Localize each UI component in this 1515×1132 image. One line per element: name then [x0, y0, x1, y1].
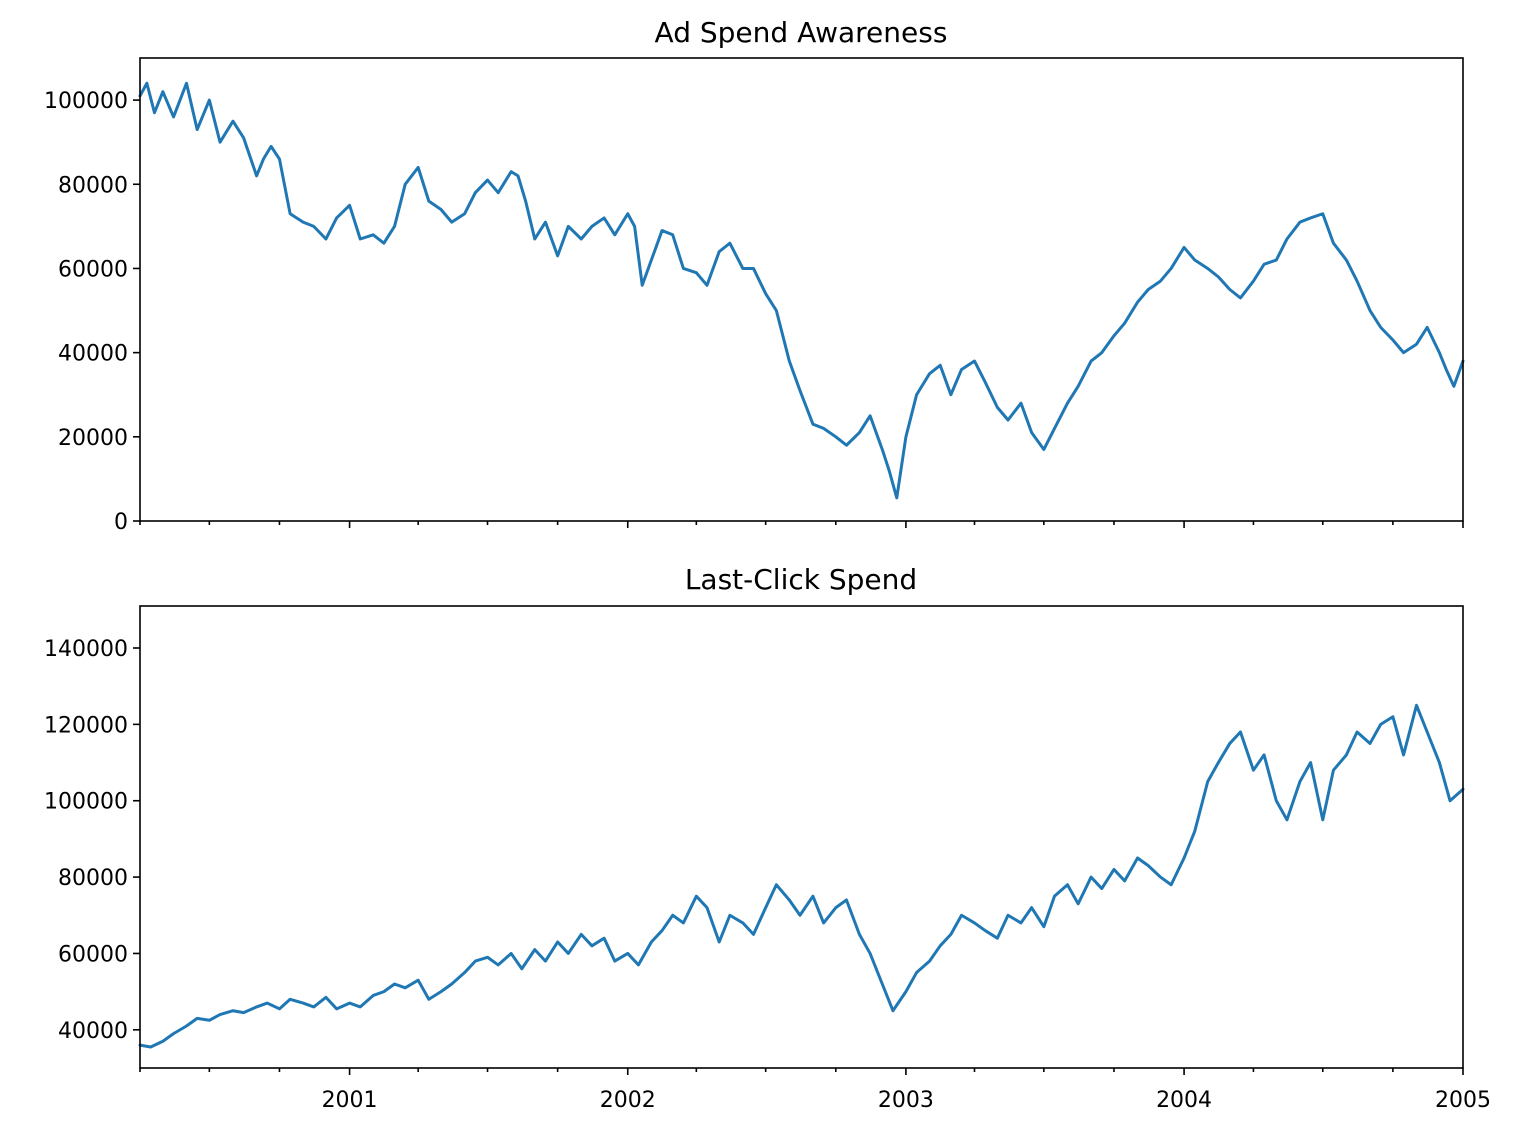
y-tick-label: 0 [114, 510, 128, 535]
chart-title: Last-Click Spend [685, 563, 917, 596]
y-tick-label: 40000 [58, 342, 128, 367]
y-tick-label: 60000 [58, 257, 128, 282]
chart-ad-spend-awareness: Ad Spend Awareness 0 20000 40000 60000 80000… [44, 16, 1465, 535]
series-line [138, 81, 1465, 500]
series-line [138, 703, 1465, 1049]
y-tick-label: 80000 [58, 866, 128, 891]
y-tick-label: 140000 [44, 637, 128, 662]
y-axis: 40000 60000 80000 100000 120000 140000 [44, 637, 140, 1044]
x-axis: 2001 2002 2003 2004 2005 [139, 1068, 1491, 1113]
x-tick-label: 2005 [1435, 1088, 1491, 1113]
y-tick-label: 100000 [44, 89, 128, 114]
x-tick-label: 2002 [600, 1088, 656, 1113]
y-tick-label: 60000 [58, 942, 128, 967]
x-tick-label: 2004 [1156, 1088, 1212, 1113]
plot-frame [139, 605, 1464, 1069]
y-tick-label: 80000 [58, 173, 128, 198]
plot-frame [139, 57, 1464, 522]
chart-title: Ad Spend Awareness [655, 16, 948, 49]
y-axis: 0 20000 40000 60000 80000 100000 [44, 89, 140, 535]
y-tick-label: 40000 [58, 1019, 128, 1044]
x-tick-label: 2001 [322, 1088, 378, 1113]
y-tick-label: 100000 [44, 790, 128, 815]
x-tick-label: 2003 [878, 1088, 934, 1113]
y-tick-label: 20000 [58, 426, 128, 451]
y-tick-label: 120000 [44, 713, 128, 738]
chart-last-click-spend: Last-Click Spend 40000 60000 80000 100000 12… [44, 563, 1491, 1113]
